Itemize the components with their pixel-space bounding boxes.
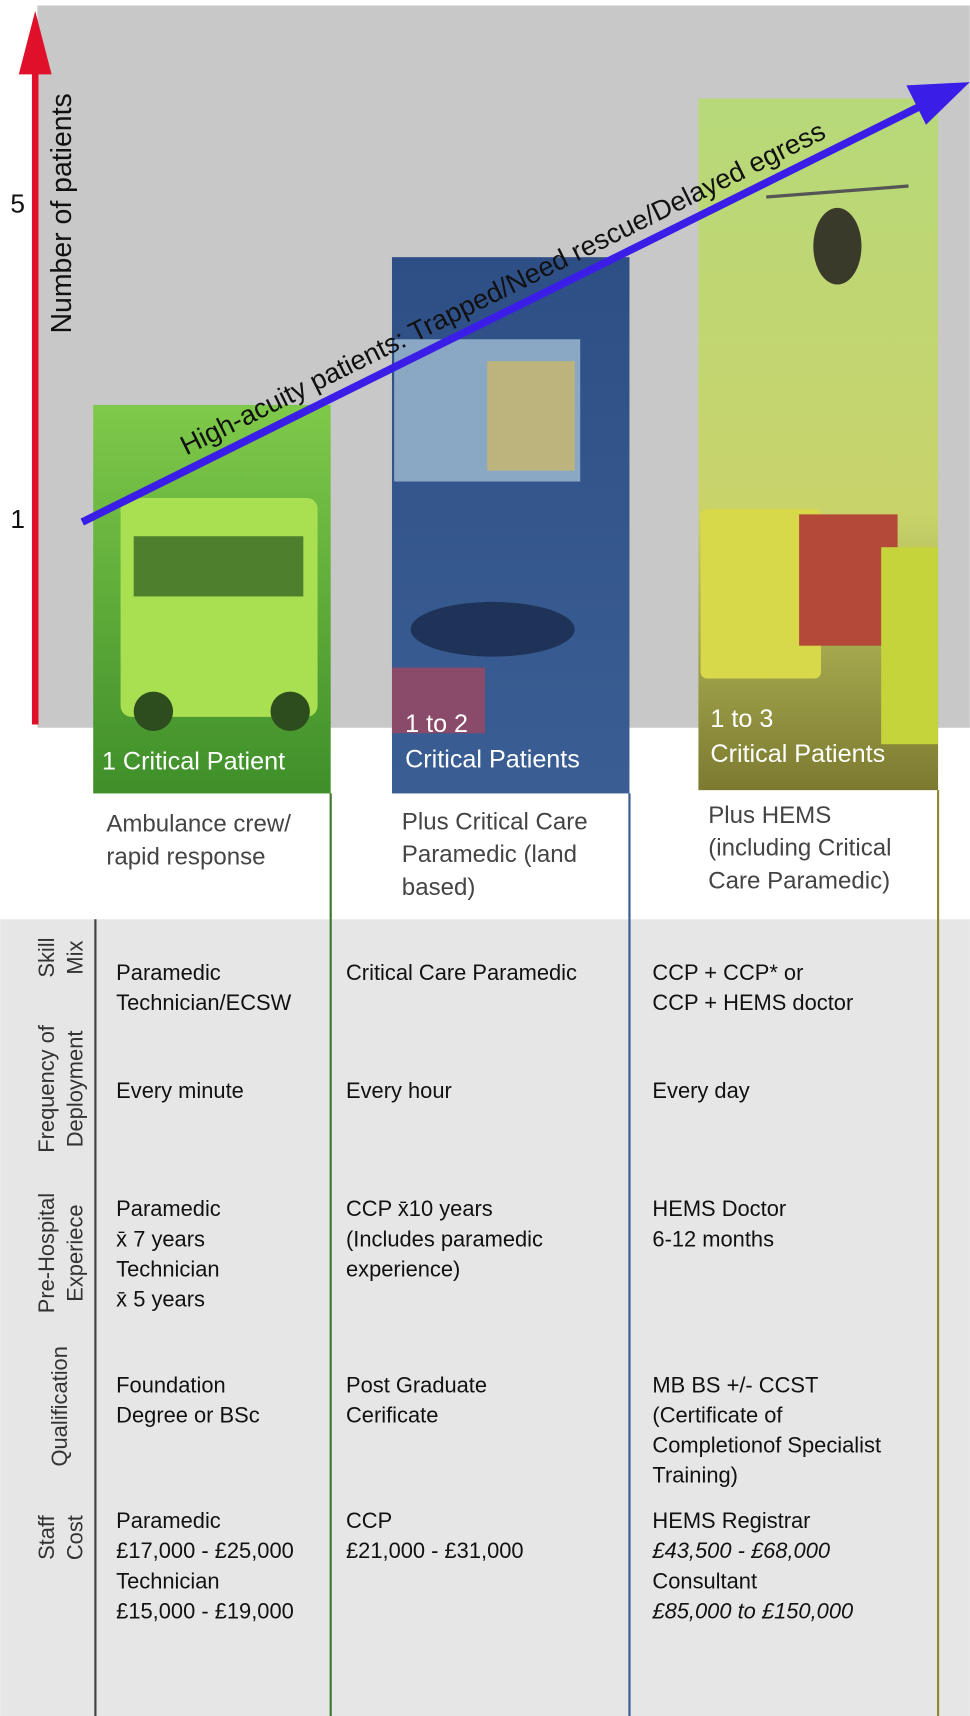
cell-text: £15,000 - £19,000	[116, 1598, 294, 1623]
table-background	[0, 919, 970, 1716]
cell-text: x̄ 7 years	[116, 1226, 205, 1251]
cell-text: Cerificate	[346, 1402, 438, 1427]
axis-label: Number of patients	[46, 93, 78, 333]
trend-arrowhead	[906, 82, 970, 125]
cell-text: £43,500 - £68,000	[651, 1538, 830, 1563]
axis-tick: 5	[10, 189, 25, 219]
cell-text: 6-12 months	[652, 1226, 774, 1251]
row-label: Experiece	[63, 1204, 88, 1301]
cell-text: Consultant	[652, 1568, 757, 1593]
row-label: Cost	[63, 1515, 88, 1560]
column-header: 1 to 3	[710, 705, 773, 733]
cell-text: Every hour	[346, 1078, 452, 1103]
cell-text: CCP + CCP* or	[652, 960, 803, 985]
cell-text: Training)	[652, 1463, 738, 1488]
photo-helicopter	[698, 98, 939, 791]
dynamic-content: 1 Critical Patient Ambulance crew/rapid r…	[34, 705, 891, 1624]
cell-text: Paramedic	[116, 1196, 221, 1221]
cell-text: Degree or BSc	[116, 1402, 260, 1427]
column-description: Ambulance crew/	[106, 811, 291, 838]
cell-text: HEMS Doctor	[652, 1196, 786, 1221]
row-label: Pre-Hospital	[34, 1193, 59, 1313]
cell-text: Technician/ECSW	[116, 990, 291, 1015]
cell-text: CCP	[346, 1508, 392, 1533]
row-label: Staff	[34, 1514, 59, 1560]
cell-text: Completionof Specialist	[652, 1433, 881, 1458]
column-header: 1 Critical Patient	[102, 747, 285, 775]
cell-text: Technician	[116, 1568, 219, 1593]
cell-text: (Certificate of	[652, 1402, 783, 1427]
cell-text: £85,000 to £150,000	[651, 1598, 853, 1623]
column-description: (including Critical	[708, 835, 891, 862]
trend-arrow	[80, 100, 927, 526]
row-label: Frequency of	[34, 1024, 59, 1153]
cell-text: Every day	[652, 1078, 749, 1103]
cell-text: Foundation	[116, 1372, 225, 1397]
column-header: 1 to 2	[405, 710, 468, 738]
cell-text: Technician	[116, 1256, 219, 1281]
column-description: based)	[402, 874, 476, 901]
column-header: Critical Patients	[710, 740, 885, 768]
column-description: Plus Critical Care	[402, 808, 588, 835]
cell-text: Post Graduate	[346, 1372, 487, 1397]
cell-text: Critical Care Paramedic	[346, 960, 577, 985]
cell-text: Every minute	[116, 1078, 244, 1103]
cell-text: CCP x̄10 years	[346, 1196, 493, 1221]
axis-arrowhead	[18, 10, 52, 75]
column-description: Care Paramedic)	[708, 867, 890, 894]
cell-text: CCP + HEMS doctor	[652, 990, 853, 1015]
column-description: Plus HEMS	[708, 802, 831, 829]
column-description: Paramedic (land	[402, 841, 577, 868]
photo-ambulance	[93, 404, 331, 794]
cell-text: HEMS Registrar	[652, 1508, 810, 1533]
cell-text: £17,000 - £25,000	[116, 1538, 294, 1563]
axis-tick: 1	[10, 504, 25, 534]
column-header: Critical Patients	[405, 745, 580, 773]
cell-text: experience)	[346, 1256, 460, 1281]
cell-text: MB BS +/- CCST	[652, 1372, 818, 1397]
row-label: Skill	[34, 938, 59, 978]
cell-text: x̄ 5 years	[116, 1286, 205, 1311]
row-label: Deployment	[63, 1031, 88, 1148]
cell-text: (Includes paramedic	[346, 1226, 543, 1251]
column-description: rapid response	[106, 843, 265, 870]
cell-text: Paramedic	[116, 1508, 221, 1533]
cell-text: £21,000 - £31,000	[346, 1538, 524, 1563]
cell-text: Paramedic	[116, 960, 221, 985]
row-label: Qualification	[47, 1346, 72, 1466]
row-label: Mix	[63, 941, 88, 975]
